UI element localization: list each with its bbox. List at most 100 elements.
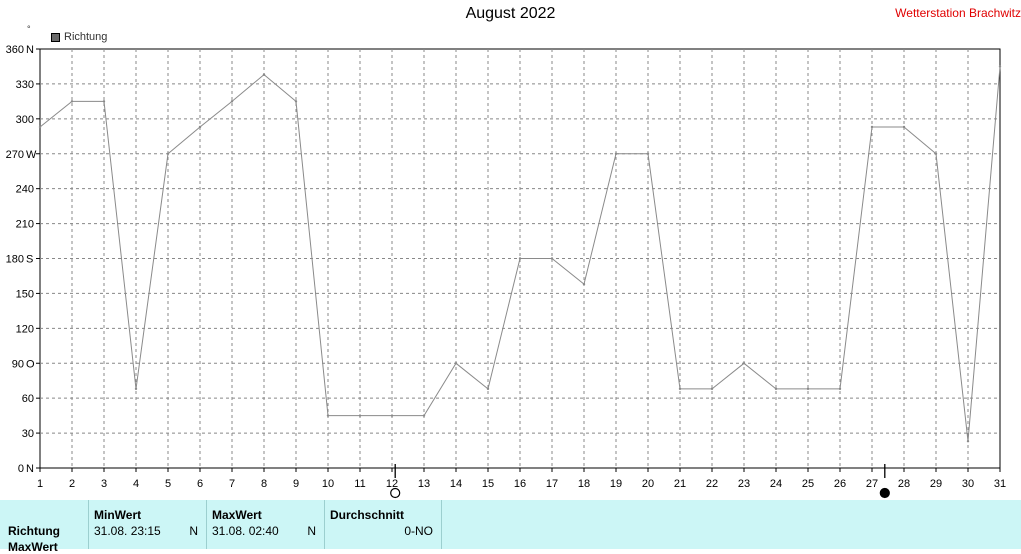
data-point — [838, 387, 842, 391]
x-tick-label: 24 — [770, 478, 782, 490]
y-tick-label: 360 — [6, 44, 24, 56]
y-direction-label: S — [26, 254, 33, 266]
data-point — [902, 125, 906, 129]
summary-avg-column: Durchschnitt 0-NO — [325, 500, 442, 549]
y-tick-label: 210 — [16, 219, 34, 231]
data-point — [934, 152, 938, 155]
row-label-richtung: Richtung — [8, 524, 60, 538]
x-tick-label: 8 — [261, 478, 267, 490]
summary-max-column: MaxWert 31.08. 02:40 N — [207, 500, 325, 549]
y-tick-label: 180 — [6, 254, 24, 266]
data-point — [198, 125, 202, 129]
summary-panel: Richtung MaxWert MinWert 31.08. 23:15 N … — [0, 500, 1021, 554]
legend: Richtung — [51, 31, 107, 43]
data-point — [806, 387, 810, 391]
y-direction-label: N — [26, 463, 34, 475]
x-tick-label: 18 — [578, 478, 590, 490]
x-tick-label: 26 — [834, 478, 846, 490]
x-tick-label: 2 — [69, 478, 75, 490]
data-point — [454, 362, 458, 365]
y-direction-label: W — [26, 149, 37, 161]
x-tick-label: 22 — [706, 478, 718, 490]
x-tick-label: 3 — [101, 478, 107, 490]
legend-label: Richtung — [64, 31, 108, 43]
data-point — [166, 152, 170, 155]
x-tick-label: 11 — [354, 478, 365, 490]
x-tick-label: 16 — [514, 478, 526, 490]
new-moon-icon — [879, 487, 890, 499]
x-tick-label: 30 — [962, 478, 974, 490]
data-point — [230, 100, 234, 103]
unit-label: ° — [27, 24, 31, 34]
legend-swatch — [51, 32, 60, 42]
x-tick-label: 23 — [738, 478, 750, 490]
station-name: Wetterstation Brachwitz — [895, 6, 1021, 20]
max-value: N — [307, 524, 316, 538]
y-direction-label: N — [26, 44, 34, 56]
data-point — [678, 387, 682, 391]
x-tick-label: 7 — [229, 478, 235, 490]
data-point — [870, 125, 874, 129]
x-tick-label: 6 — [197, 478, 203, 490]
data-point — [486, 387, 490, 391]
y-tick-label: 0 — [18, 463, 24, 475]
y-tick-label: 60 — [22, 393, 34, 405]
y-tick-label: 90 — [12, 358, 24, 370]
data-point — [102, 100, 106, 103]
data-point — [646, 152, 650, 155]
x-tick-label: 10 — [322, 478, 334, 490]
x-tick-label: 31 — [994, 478, 1006, 490]
avg-header: Durchschnitt — [330, 508, 405, 522]
x-tick-label: 28 — [898, 478, 910, 490]
row-label-maxwert: MaxWert — [8, 540, 58, 554]
x-tick-label: 21 — [674, 478, 686, 490]
data-point — [134, 387, 138, 391]
y-tick-label: 240 — [16, 184, 34, 196]
data-point — [614, 152, 618, 155]
x-tick-label: 1 — [37, 478, 43, 490]
x-tick-label: 20 — [642, 478, 654, 490]
x-tick-label: 12 — [386, 478, 398, 490]
data-point — [358, 414, 362, 417]
y-tick-label: 150 — [16, 288, 34, 300]
x-tick-label: 4 — [133, 478, 139, 490]
avg-value: 0-NO — [404, 524, 433, 538]
x-tick-label: 14 — [450, 478, 462, 490]
summary-min-column: MinWert 31.08. 23:15 N — [89, 500, 207, 549]
y-direction-label: O — [26, 358, 35, 370]
y-tick-label: 270 — [6, 149, 24, 161]
x-tick-label: 13 — [418, 478, 430, 490]
x-tick-label: 9 — [293, 478, 299, 490]
data-point — [998, 65, 1002, 68]
full-moon-icon — [390, 487, 401, 499]
x-tick-label: 19 — [610, 478, 622, 490]
min-datetime: 31.08. 23:15 — [94, 524, 161, 538]
data-point — [422, 414, 426, 417]
data-point — [70, 100, 74, 103]
x-tick-label: 5 — [165, 478, 171, 490]
data-point — [518, 257, 522, 260]
y-tick-label: 30 — [22, 428, 34, 440]
chart-title: August 2022 — [465, 5, 556, 22]
x-tick-label: 25 — [802, 478, 814, 490]
max-datetime: 31.08. 02:40 — [212, 524, 279, 538]
x-tick-label: 29 — [930, 478, 942, 490]
data-point — [742, 362, 746, 365]
max-header: MaxWert — [212, 508, 262, 522]
x-tick-label: 27 — [866, 478, 878, 490]
data-point — [710, 387, 714, 391]
data-point — [550, 257, 554, 260]
data-point — [38, 125, 42, 129]
data-point — [390, 414, 394, 417]
x-tick-label: 15 — [482, 478, 494, 490]
y-tick-label: 330 — [16, 79, 34, 91]
y-tick-label: 300 — [16, 114, 34, 126]
min-value: N — [189, 524, 198, 538]
data-point — [582, 282, 586, 286]
data-point — [966, 440, 970, 443]
x-tick-label: 17 — [546, 478, 558, 490]
data-point — [326, 414, 330, 417]
data-point — [262, 73, 266, 76]
summary-label-column: Richtung MaxWert — [0, 500, 89, 554]
min-header: MinWert — [94, 508, 142, 522]
